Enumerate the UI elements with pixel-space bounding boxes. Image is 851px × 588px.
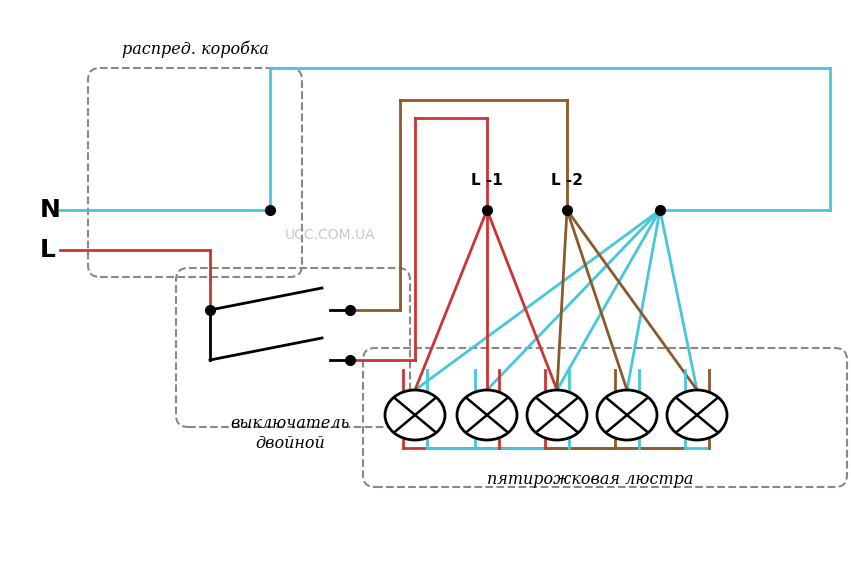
Text: двойной: двойной bbox=[255, 435, 325, 452]
Text: пятирожковая люстра: пятирожковая люстра bbox=[487, 471, 694, 488]
Text: распред. коробка: распред. коробка bbox=[122, 41, 268, 58]
Text: L -2: L -2 bbox=[551, 173, 583, 188]
Text: L: L bbox=[40, 238, 56, 262]
Ellipse shape bbox=[385, 390, 445, 440]
Ellipse shape bbox=[667, 390, 727, 440]
Text: выключатель: выключатель bbox=[231, 415, 350, 432]
Text: N: N bbox=[40, 198, 61, 222]
Text: UCC.COM.UA: UCC.COM.UA bbox=[285, 228, 375, 242]
Ellipse shape bbox=[597, 390, 657, 440]
Ellipse shape bbox=[457, 390, 517, 440]
Ellipse shape bbox=[527, 390, 587, 440]
Text: L -1: L -1 bbox=[471, 173, 503, 188]
